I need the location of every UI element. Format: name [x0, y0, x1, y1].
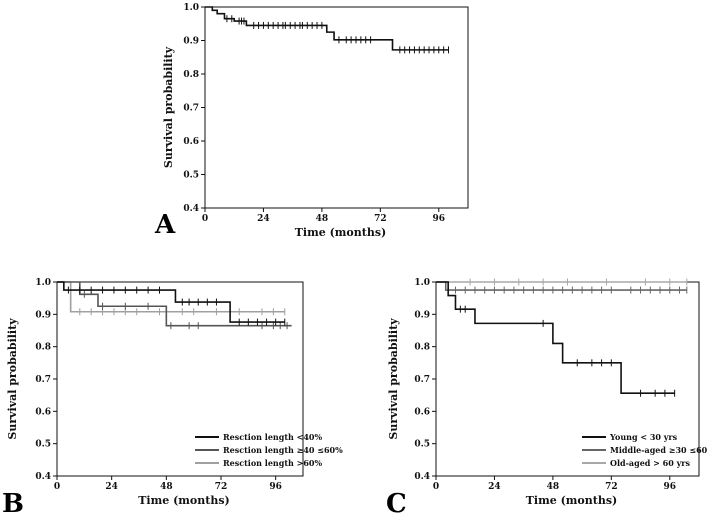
y-tick-label: 0.9	[35, 310, 51, 320]
survival-curve-3	[57, 281, 285, 313]
y-tick-label: 0.9	[414, 310, 430, 320]
y-tick-label: 0.7	[183, 104, 199, 114]
y-tick-label: 0.8	[183, 70, 199, 80]
y-axis-title: Survival probability	[162, 46, 175, 168]
x-tick-label: 48	[316, 214, 329, 224]
x-tick-label: 24	[488, 482, 501, 492]
x-tick-label: 0	[433, 482, 439, 492]
x-tick-label: 48	[547, 482, 560, 492]
y-tick-label: 0.7	[414, 375, 430, 385]
survival-curve-1	[57, 281, 285, 323]
x-tick-label: 96	[664, 482, 677, 492]
y-tick-label: 0.8	[414, 343, 430, 353]
plot-frame	[204, 6, 469, 209]
panel-letter: A	[154, 210, 176, 240]
x-tick-label: 0	[54, 482, 60, 492]
legend-label: Young < 30 yrs	[609, 432, 678, 442]
x-tick-label: 48	[160, 482, 173, 492]
y-tick-label: 0.6	[414, 407, 430, 417]
legend: Resction length <40% Resction length ≥40 …	[195, 432, 343, 468]
y-tick-label: 0.8	[35, 343, 51, 353]
panel-letter: C	[386, 489, 407, 516]
survival-curve-2	[436, 281, 687, 291]
survival-curve-2	[57, 281, 292, 327]
legend-label: Middle-aged ≥30 ≤60 yrs	[610, 445, 709, 455]
y-tick-label: 0.5	[183, 171, 199, 181]
y-tick-label: 0.6	[183, 137, 199, 147]
x-axis-title: Time (months)	[526, 494, 618, 507]
y-tick-label: 0.6	[35, 407, 51, 417]
legend: Young < 30 yrs Middle-aged ≥30 ≤60 yrs Old…	[582, 432, 709, 468]
x-tick-label: 0	[202, 214, 208, 224]
y-tick-label: 0.4	[35, 472, 51, 482]
y-tick-label: 0.4	[414, 472, 430, 482]
y-tick-label: 0.5	[35, 440, 51, 450]
y-tick-label: 0.9	[183, 37, 199, 47]
y-tick-label: 0.7	[35, 375, 51, 385]
survival-curve-1	[205, 6, 449, 51]
y-axis-title: Survival probability	[387, 318, 400, 440]
x-tick-label: 24	[105, 482, 118, 492]
y-tick-label: 0.4	[183, 204, 199, 214]
legend-label: Resction length ≥40 ≤60%	[223, 445, 343, 455]
panel-a: 0.4 0.5 0.6 0.7 0.8 0.9 1.0 0 24 48 72 96 Time (mont…	[154, 3, 469, 240]
panel-b: 0.4 0.5 0.6 0.7 0.8 0.9 1.0 0 24 48 72 96 Time (mont…	[2, 278, 343, 516]
x-tick-label: 24	[257, 214, 270, 224]
x-tick-label: 96	[433, 214, 446, 224]
panel-c: 0.4 0.5 0.6 0.7 0.8 0.9 1.0 0 24 48 72 96 Time (mont…	[386, 278, 709, 516]
x-axis-title: Time (months)	[138, 494, 230, 507]
y-tick-label: 1.0	[183, 3, 199, 13]
y-tick-label: 1.0	[414, 278, 430, 288]
x-tick-label: 72	[374, 214, 387, 224]
y-tick-label: 1.0	[35, 278, 51, 288]
y-axis-title: Survival probability	[6, 318, 19, 440]
panel-letter: B	[2, 489, 24, 516]
legend-label: Resction length <40%	[223, 432, 322, 442]
x-tick-label: 72	[215, 482, 228, 492]
legend-label: Old-aged > 60 yrs	[610, 458, 690, 468]
survival-curve-1	[436, 281, 675, 395]
x-axis-title: Time (months)	[295, 226, 387, 239]
y-tick-label: 0.5	[414, 440, 430, 450]
x-tick-label: 72	[605, 482, 618, 492]
legend-label: Resction length >60%	[223, 458, 322, 468]
x-tick-label: 96	[269, 482, 282, 492]
